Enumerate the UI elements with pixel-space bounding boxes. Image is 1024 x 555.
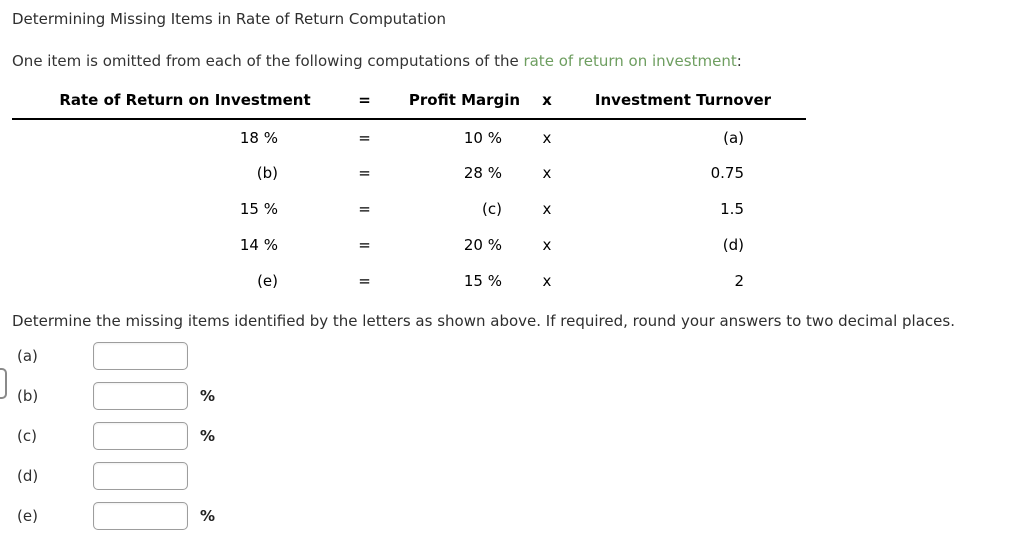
turnover-value: 2 <box>734 272 744 290</box>
profit-margin-value: 20 % <box>463 236 502 254</box>
answer-label-b: (b) <box>17 387 39 405</box>
column-header-roi: Rate of Return on Investment <box>12 88 322 120</box>
answer-row-a: (a) <box>12 336 1024 376</box>
clipped-edge-widget <box>0 368 7 399</box>
answer-row-e: (e) % <box>12 496 1024 536</box>
equals-sign: = <box>358 236 371 254</box>
answer-label-d: (d) <box>17 467 39 485</box>
intro-text: One item is omitted from each of the fol… <box>12 52 1024 70</box>
times-sign: x <box>542 164 552 182</box>
answer-row-d: (d) <box>12 456 1024 496</box>
profit-margin-value: 28 % <box>463 164 502 182</box>
percent-suffix-b: % <box>200 387 216 405</box>
times-sign: x <box>542 236 552 254</box>
answer-input-a[interactable] <box>93 342 188 370</box>
table-row: 14 % = 20 % x (d) <box>12 227 806 263</box>
table-row: (b) = 28 % x 0.75 <box>12 155 806 191</box>
column-header-investment-turnover: Investment Turnover <box>572 88 806 120</box>
equals-sign: = <box>358 200 371 218</box>
turnover-value: 1.5 <box>720 200 744 218</box>
instruction-text: Determine the missing items identified b… <box>12 312 955 330</box>
column-header-times: x <box>522 88 572 120</box>
answer-label-c: (c) <box>17 427 37 445</box>
answer-row-c: (c) % <box>12 416 1024 456</box>
times-sign: x <box>542 200 552 218</box>
intro-prefix: One item is omitted from each of the fol… <box>12 52 524 70</box>
roi-value: 14 % <box>239 236 278 254</box>
turnover-value: (d) <box>722 236 744 254</box>
table-row: (e) = 15 % x 2 <box>12 263 806 299</box>
answer-input-b[interactable] <box>93 382 188 410</box>
times-sign: x <box>542 128 552 147</box>
turnover-value: (a) <box>723 128 744 147</box>
answer-row-b: (b) % <box>12 376 1024 416</box>
answers-section: (a) (b) % (c) % (d) (e) % <box>12 336 1024 536</box>
table-row: 15 % = (c) x 1.5 <box>12 191 806 227</box>
table-row: 18 % = 10 % x (a) <box>12 119 806 155</box>
roi-glossary-link[interactable]: rate of return on investment <box>523 52 737 70</box>
roi-value: (e) <box>257 272 278 290</box>
percent-suffix-c: % <box>200 427 216 445</box>
answer-input-e[interactable] <box>93 502 188 530</box>
problem-title: Determining Missing Items in Rate of Ret… <box>12 10 446 28</box>
column-header-equals: = <box>322 88 407 120</box>
answer-label-e: (e) <box>17 507 38 525</box>
answer-input-d[interactable] <box>93 462 188 490</box>
times-sign: x <box>542 272 552 290</box>
profit-margin-value: 15 % <box>463 272 502 290</box>
answer-input-c[interactable] <box>93 422 188 450</box>
answer-label-a: (a) <box>17 347 38 365</box>
roi-value: 15 % <box>239 200 278 218</box>
equals-sign: = <box>358 128 371 147</box>
profit-margin-value: (c) <box>482 200 502 218</box>
column-header-profit-margin: Profit Margin <box>407 88 522 120</box>
problem-page: Determining Missing Items in Rate of Ret… <box>12 10 1024 536</box>
equals-sign: = <box>358 272 371 290</box>
roi-value: (b) <box>256 164 278 182</box>
roi-value: 18 % <box>239 128 278 147</box>
profit-margin-value: 10 % <box>463 128 502 147</box>
percent-suffix-e: % <box>200 507 216 525</box>
turnover-value: 0.75 <box>710 164 744 182</box>
intro-colon: : <box>736 52 742 70</box>
table-header-row: Rate of Return on Investment = Profit Ma… <box>12 88 806 120</box>
computation-table: Rate of Return on Investment = Profit Ma… <box>12 88 806 299</box>
equals-sign: = <box>358 164 371 182</box>
